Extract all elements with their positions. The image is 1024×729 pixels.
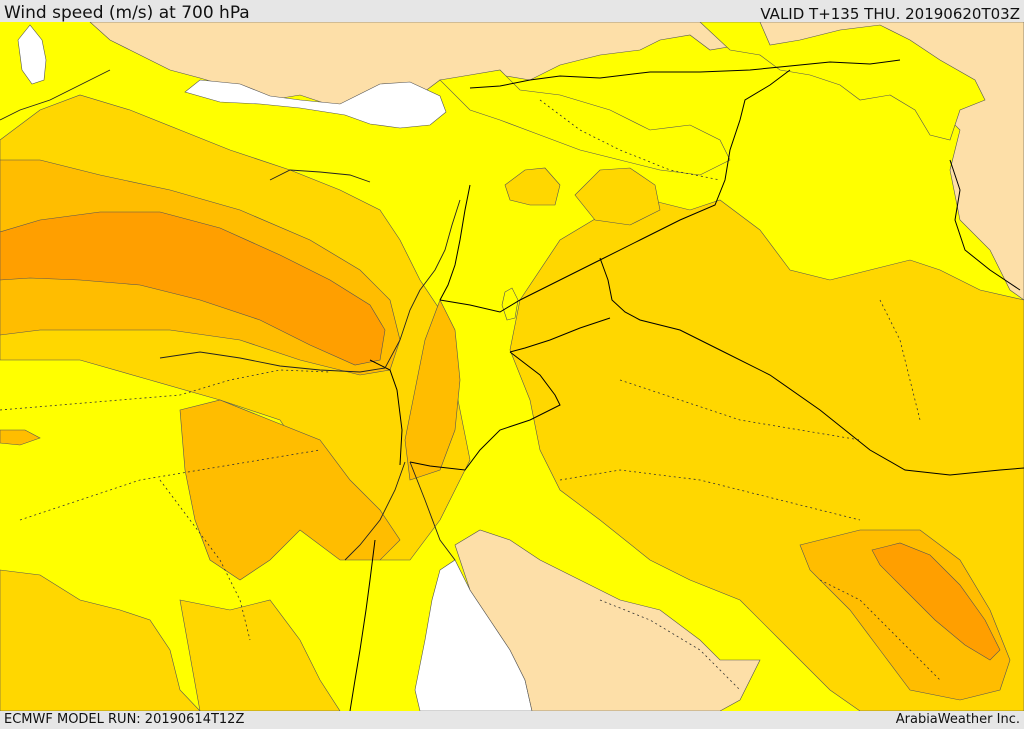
wind-band-2-syria-patch-small: [504, 167, 561, 206]
wind-band-2-sinai-south: [0, 569, 201, 711]
header-bar: [0, 0, 1024, 22]
wind-band-2-syria-patch: [574, 167, 661, 226]
lake-north: [17, 24, 47, 85]
wind-band-2-egypt-south: [179, 599, 341, 711]
wind-band-4-mediterranean: [0, 211, 386, 366]
credit-label: ArabiaWeather Inc.: [895, 712, 1020, 727]
wind-band-3-cyprus-west: [0, 429, 41, 446]
wind-band-3-egypt: [179, 399, 401, 581]
province-borders: [0, 99, 941, 691]
wind-band-4-saudi: [871, 542, 1001, 661]
wind-band-3-saudi-south: [799, 529, 1011, 701]
model-run-label: ECMWF MODEL RUN: 20190614T12Z: [4, 712, 245, 727]
wind-speed-map[interactable]: [0, 22, 1024, 711]
coastlines: [0, 69, 461, 561]
wind-band-lowest-caucasus: [699, 22, 986, 141]
footer-bar: [0, 711, 1024, 729]
land-outside-domain-south: [454, 529, 761, 711]
wind-band-3-levant: [404, 299, 461, 481]
valid-time-label: VALID T+135 THU. 20190620T03Z: [760, 5, 1020, 23]
wind-band-lowest-anatolia: [439, 69, 731, 176]
sea-outside-domain-north: [184, 79, 447, 129]
map-title: Wind speed (m/s) at 700 hPa: [4, 3, 250, 23]
dead-sea: [501, 287, 519, 321]
country-borders: [349, 59, 1024, 711]
